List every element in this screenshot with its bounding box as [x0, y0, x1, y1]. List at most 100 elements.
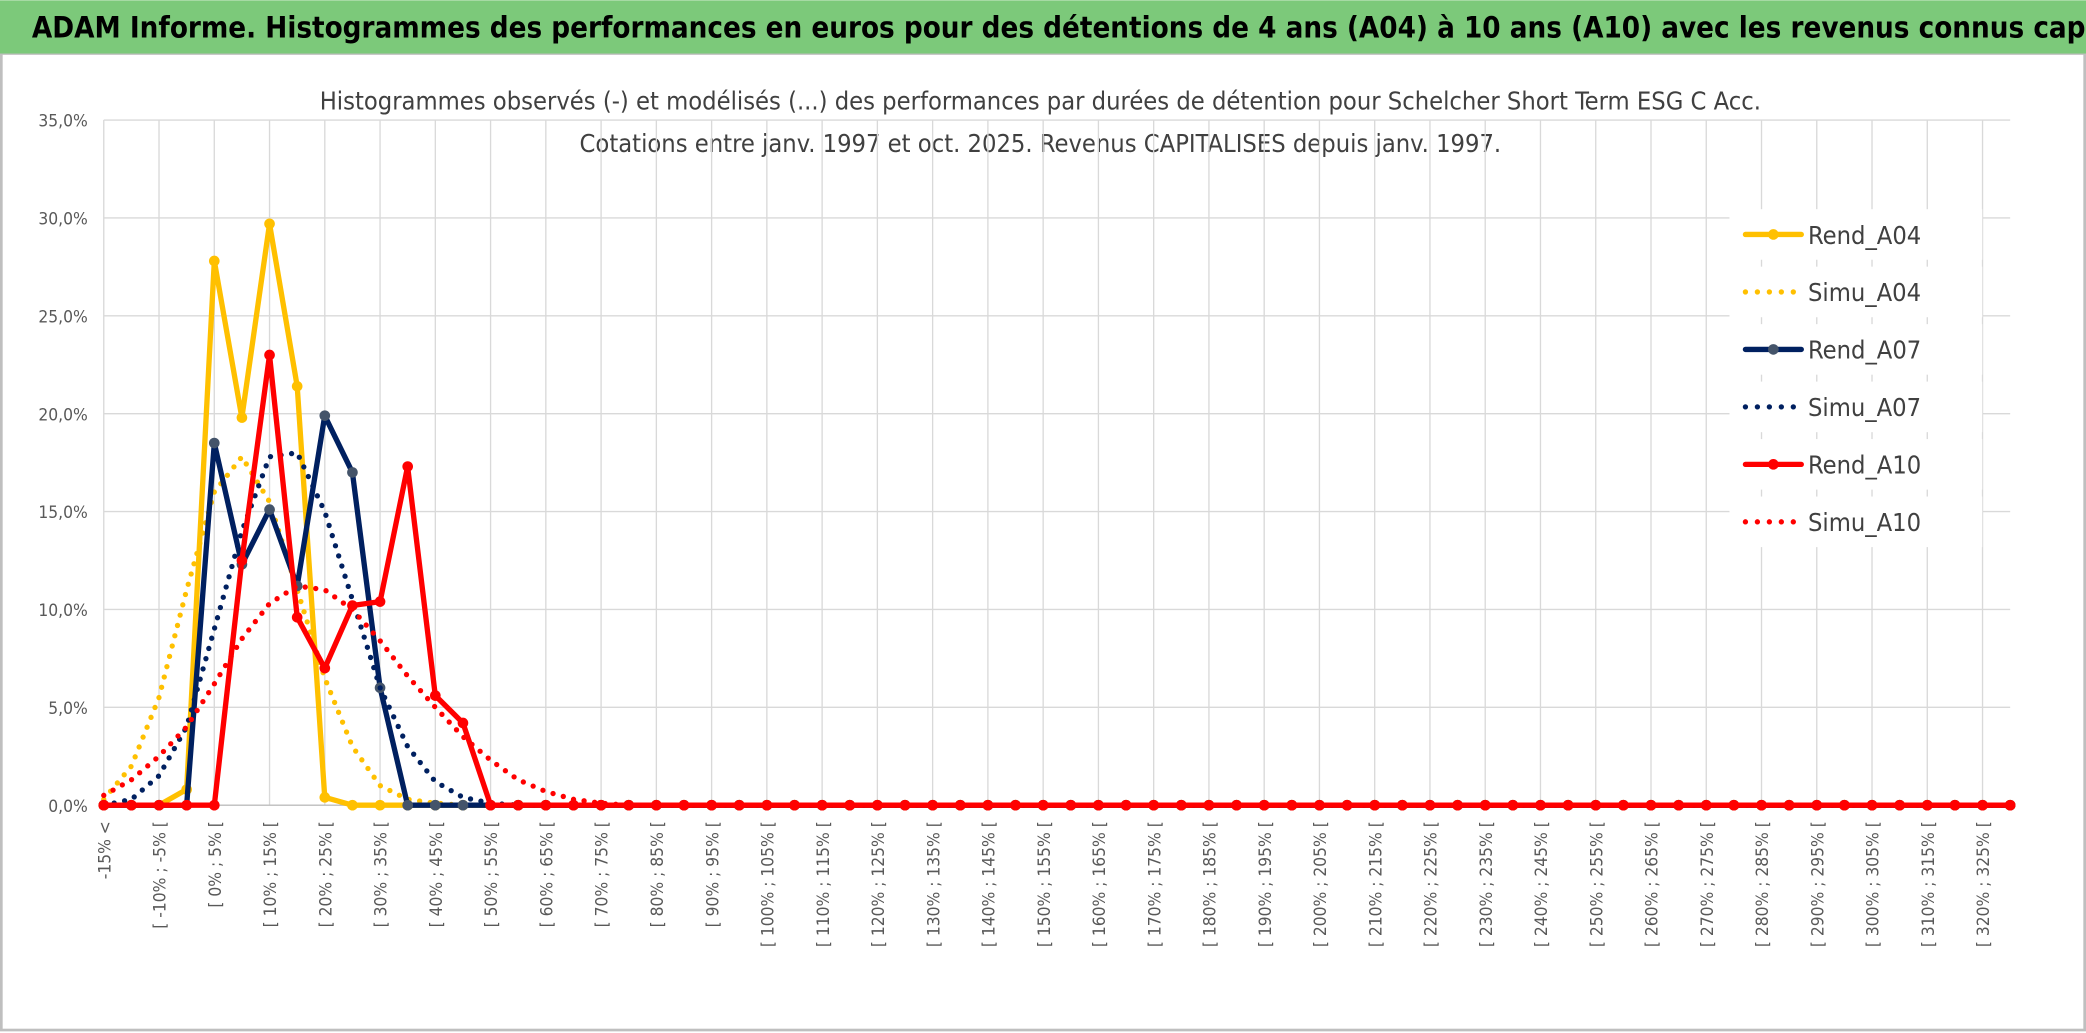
series-marker: [1203, 799, 1215, 811]
series-marker: [1148, 799, 1159, 811]
series-marker: [1894, 799, 1905, 811]
chart-title: Histogrammes observés (-) et modélisés (…: [320, 86, 1761, 115]
series-marker: [208, 437, 220, 449]
x-tick-label: [ 160% ; 165% [: [1090, 821, 1110, 947]
series-marker: [954, 799, 966, 811]
x-tick-label: [ 110% ; 115% [: [814, 821, 834, 947]
series-marker: [347, 467, 358, 478]
y-tick-label: 20,0%: [38, 405, 87, 425]
series-marker: [181, 799, 192, 811]
series-marker: [816, 799, 828, 811]
series-marker: [1424, 799, 1436, 811]
series-marker: [678, 799, 690, 811]
series-marker: [733, 799, 745, 811]
y-tick-label: 25,0%: [38, 307, 87, 327]
x-tick-label: [ 100% ; 105% [: [759, 821, 779, 947]
series-marker: [402, 799, 414, 811]
series-marker: [512, 799, 524, 811]
x-tick-label: [ 320% ; 325% [: [1974, 821, 1994, 947]
x-tick-label: [ 0% ; 5% [: [206, 821, 226, 907]
x-tick-label: [ 290% ; 295% [: [1808, 821, 1828, 947]
series-marker: [1479, 799, 1491, 811]
series-marker: [1231, 799, 1242, 811]
series-marker: [264, 218, 275, 230]
x-tick-label: [ 130% ; 135% [: [924, 821, 944, 947]
x-tick-label: [ 140% ; 145% [: [980, 821, 1000, 947]
series-marker: [1839, 799, 1850, 811]
series-marker: [1369, 799, 1381, 811]
series-marker: [457, 717, 469, 729]
x-tick-label: [ 150% ; 155% [: [1035, 821, 1055, 947]
series-marker: [347, 799, 358, 811]
legend-label: Simu_A04: [1808, 278, 1921, 307]
x-tick-label: [ 200% ; 205% [: [1311, 821, 1331, 947]
series-marker: [236, 555, 248, 566]
x-tick-label: [ 10% ; 15% [: [261, 821, 281, 927]
x-tick-label: [ 310% ; 315% [: [1919, 821, 1939, 947]
series-marker: [153, 799, 165, 811]
x-tick-label: [ 30% ; 35% [: [372, 821, 392, 927]
series-marker: [236, 412, 248, 423]
x-tick-label: [ 170% ; 175% [: [1145, 821, 1165, 947]
x-tick-label: [ 60% ; 65% [: [537, 821, 557, 927]
x-tick-label: [ 230% ; 235% [: [1477, 821, 1497, 947]
x-tick-label: [ 40% ; 45% [: [427, 821, 447, 927]
x-tick-label: [ 20% ; 25% [: [316, 821, 336, 927]
x-tick-label: [ 220% ; 225% [: [1422, 821, 1442, 947]
x-tick-label: [ 260% ; 265% [: [1643, 821, 1663, 947]
legend-label: Rend_A10: [1808, 451, 1921, 480]
series-marker: [1562, 799, 1574, 811]
x-tick-label: -15% <: [95, 821, 115, 879]
legend-marker: [1768, 344, 1779, 355]
series-marker: [402, 461, 414, 472]
series-marker: [1618, 799, 1629, 811]
x-tick-label: [ 70% ; 75% [: [593, 821, 613, 927]
legend-label: Simu_A07: [1808, 393, 1921, 422]
header-bar: [0, 0, 2086, 54]
legend-marker: [1768, 229, 1779, 240]
chart-subtitle: Cotations entre janv. 1997 et oct. 2025.…: [580, 129, 1502, 158]
y-tick-label: 0,0%: [48, 797, 88, 817]
series-marker: [1977, 799, 1988, 811]
series-marker: [1756, 799, 1767, 811]
series-marker: [1286, 799, 1298, 811]
series-marker: [291, 611, 303, 623]
x-tick-label: [ 50% ; 55% [: [482, 821, 502, 927]
series-marker: [429, 690, 441, 701]
legend-label: Simu_A10: [1808, 508, 1921, 537]
series-marker: [1341, 799, 1353, 811]
series-marker: [1093, 799, 1104, 811]
series-marker: [1700, 799, 1712, 811]
x-tick-label: [ 190% ; 195% [: [1256, 821, 1276, 947]
series-marker: [568, 799, 579, 811]
y-tick-label: 15,0%: [38, 503, 87, 523]
legend-label: Rend_A04: [1808, 221, 1921, 250]
y-tick-label: 5,0%: [48, 699, 88, 719]
series-marker: [208, 799, 220, 811]
series-marker: [374, 596, 386, 607]
series-line: [101, 583, 2013, 808]
x-tick-label: [ 210% ; 215% [: [1366, 821, 1386, 947]
series-marker: [208, 255, 220, 267]
legend-label: Rend_A07: [1808, 336, 1921, 365]
y-tick-label: 10,0%: [38, 601, 87, 621]
y-tick-label: 35,0%: [38, 112, 87, 132]
series-marker: [264, 504, 275, 515]
series-marker: [319, 662, 331, 674]
series-marker: [485, 799, 496, 811]
legend-marker: [1768, 459, 1779, 470]
series-marker: [429, 799, 441, 811]
x-tick-label: [ 180% ; 185% [: [1201, 821, 1221, 947]
header-title: ADAM Informe. Histogrammes des performan…: [32, 11, 2086, 45]
series-marker: [872, 799, 883, 811]
series-marker: [319, 792, 331, 803]
x-tick-label: [ 80% ; 85% [: [648, 821, 668, 927]
series-marker: [374, 799, 386, 811]
series-marker: [457, 799, 469, 811]
x-tick-label: [ 270% ; 275% [: [1698, 821, 1718, 947]
x-tick-label: [ -10% ; -5% [: [151, 821, 171, 929]
series-marker: [264, 349, 275, 361]
y-tick-label: 30,0%: [38, 210, 87, 230]
